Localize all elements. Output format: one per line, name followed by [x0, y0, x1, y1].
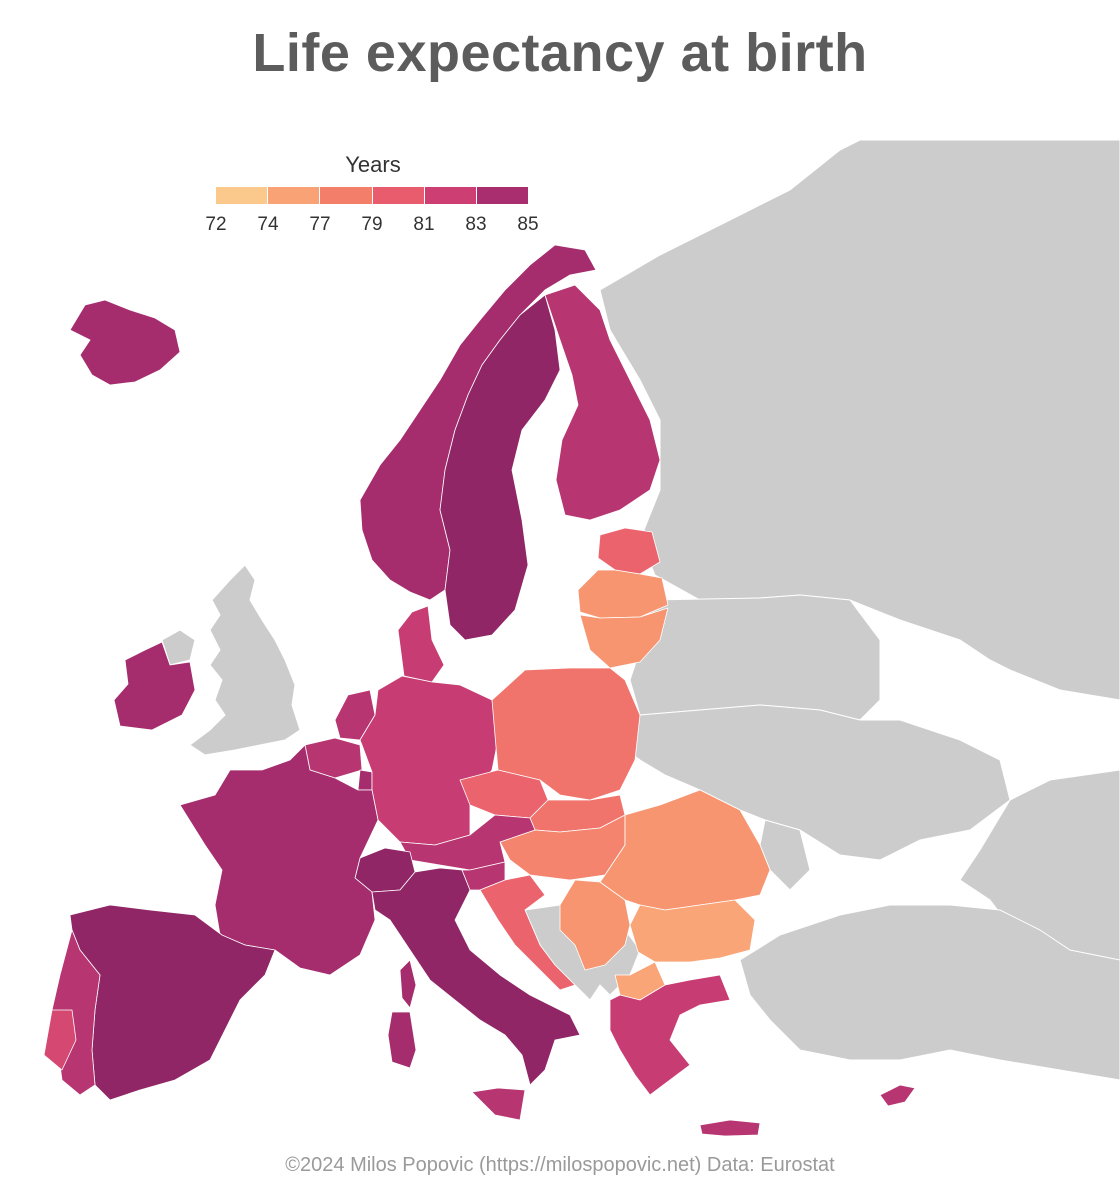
land-turkey	[739, 904, 1120, 1081]
legend-tick-label: 83	[465, 214, 487, 235]
land-russia-north	[599, 139, 1120, 701]
region-italy	[371, 867, 581, 1086]
region-romania	[599, 789, 771, 911]
region-sicily	[471, 1087, 526, 1121]
region-croatia	[479, 874, 576, 991]
region-corsica	[399, 959, 417, 1009]
region-crete	[699, 1119, 761, 1137]
source-credit: ©2024 Milos Popovic (https://milospopovi…	[285, 1154, 835, 1176]
region-sardinia	[387, 1011, 417, 1069]
region-greece	[609, 974, 731, 1096]
legend-swatch	[424, 187, 477, 204]
legend-color-bar	[216, 187, 529, 204]
no-data-land	[161, 139, 1120, 1081]
legend-swatch	[320, 187, 373, 204]
land-great-britain	[189, 564, 301, 756]
legend-swatch	[476, 187, 529, 204]
region-bulgaria	[629, 899, 756, 963]
legend-swatch	[268, 187, 321, 204]
legend-tick-label: 77	[309, 214, 331, 235]
region-lithuania	[579, 607, 669, 669]
map-title: Life expectancy at birth	[252, 23, 868, 83]
legend-swatch	[372, 187, 425, 204]
region-sweden	[439, 294, 561, 641]
region-luxembourg	[357, 769, 373, 791]
region-ireland	[113, 641, 196, 731]
region-latvia	[577, 569, 669, 619]
region-denmark	[397, 605, 445, 683]
data-regions	[43, 244, 916, 1137]
land-ukraine	[619, 704, 1011, 861]
legend-tick-label: 72	[205, 214, 227, 235]
region-germany	[359, 675, 499, 846]
region-finland	[544, 284, 661, 521]
region-austria	[399, 814, 536, 871]
legend-tick-label: 85	[517, 214, 539, 235]
region-cyprus	[879, 1084, 916, 1107]
region-lisbon	[43, 1009, 77, 1071]
legend-tick-label: 79	[361, 214, 383, 235]
legend-title: Years	[345, 152, 401, 177]
legend-tick-label: 74	[257, 214, 279, 235]
region-estonia	[597, 527, 661, 575]
region-serbia	[559, 879, 631, 971]
legend-tick-label: 81	[413, 214, 435, 235]
legend-swatch	[216, 187, 269, 204]
land-belarus	[629, 594, 881, 721]
region-iceland	[69, 299, 181, 386]
